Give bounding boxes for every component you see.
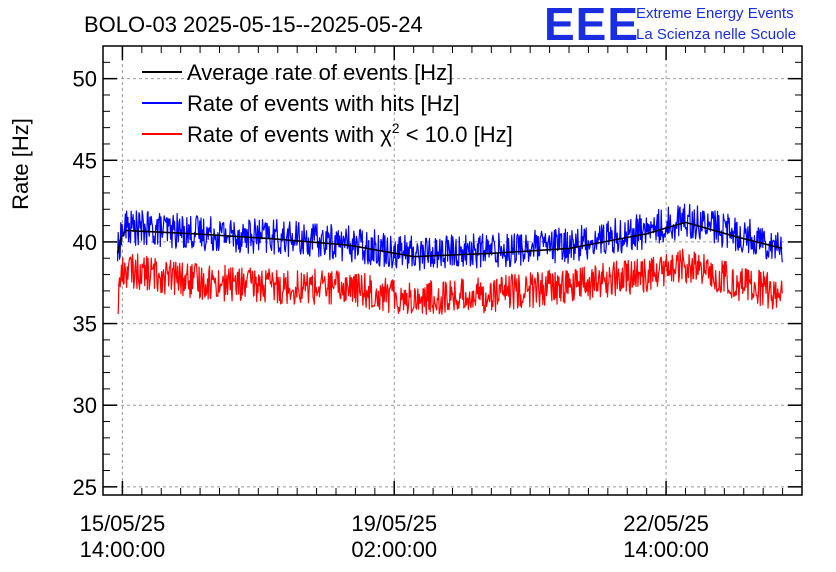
series-average-line [116, 221, 783, 258]
y-tick-label: 45 [73, 148, 97, 173]
y-tick-label: 25 [73, 475, 97, 500]
x-tick-label-date: 15/05/25 [80, 511, 166, 536]
x-tick-label-time: 02:00:00 [351, 537, 437, 562]
x-tick-label-date: 19/05/25 [351, 511, 437, 536]
eee-logo-line1: Extreme Energy Events [636, 5, 794, 22]
y-axis-label: Rate [Hz] [8, 118, 33, 210]
x-tick-label-time: 14:00:00 [623, 537, 709, 562]
y-tick-label: 50 [73, 67, 97, 92]
y-tick-label: 40 [73, 230, 97, 255]
series-chi2-line [117, 248, 783, 316]
y-tick-label: 35 [73, 312, 97, 337]
legend-label-hits: Rate of events with hits [Hz] [187, 91, 460, 116]
legend-label-average: Average rate of events [Hz] [187, 60, 453, 85]
y-tick-label: 30 [73, 393, 97, 418]
eee-logo-mark: EEE [544, 0, 639, 50]
x-tick-label-date: 22/05/25 [623, 511, 709, 536]
plot-frame [102, 45, 803, 496]
legend-label-chi2: Rate of events with χ2 < 10.0 [Hz] [187, 120, 513, 147]
eee-logo: EEE Extreme Energy Events La Scienza nel… [544, 0, 796, 50]
eee-logo-line2: La Scienza nelle Scuole [636, 26, 796, 43]
series-layer [116, 203, 783, 316]
chart-title: BOLO-03 2025-05-15--2025-05-24 [84, 12, 423, 37]
axis-ticks: 25303540455015/05/2514:00:0019/05/2502:0… [73, 46, 802, 562]
legend: Average rate of events [Hz] Rate of even… [142, 60, 513, 147]
x-tick-label-time: 14:00:00 [80, 537, 166, 562]
